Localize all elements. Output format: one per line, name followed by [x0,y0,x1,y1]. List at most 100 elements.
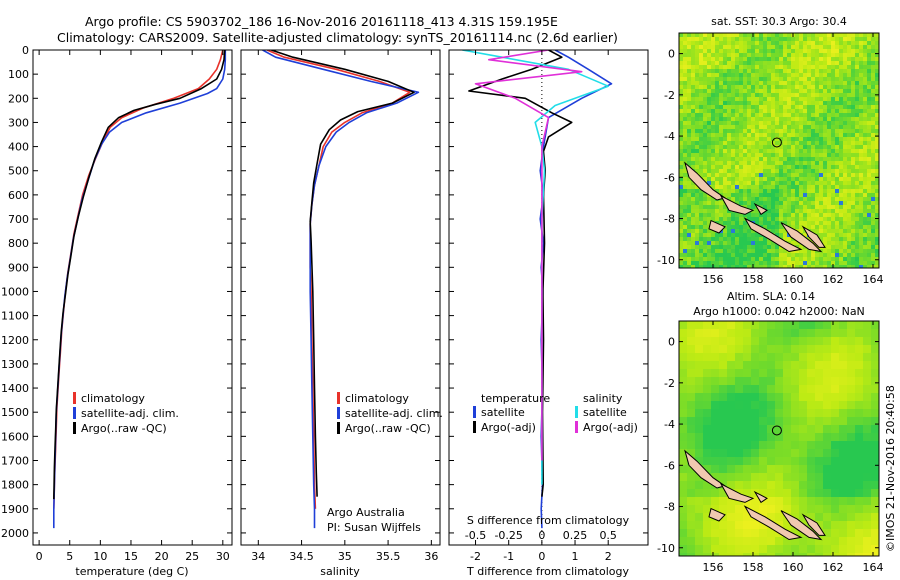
sla-grid-cell [711,545,720,554]
sst-grid-cell [775,217,780,222]
sst-grid-cell [871,157,876,162]
sst-grid-cell [803,193,808,198]
sst-grid-cell [743,229,748,234]
sst-grid-cell [723,189,728,194]
difference-legend-swatch [473,406,476,418]
sst-grid-cell [875,49,879,54]
sst-grid-cell [779,257,784,262]
sla-grid-cell [847,449,856,458]
sst-grid-cell [867,53,872,58]
sst-grid-cell [711,197,716,202]
sst-grid-cell [691,161,696,166]
sst-grid-cell [791,53,796,58]
sla-grid-cell [807,473,816,482]
sst-grid-cell [691,205,696,210]
sla-grid-cell [703,409,712,418]
sst-grid-cell [839,57,844,62]
sst-grid-cell [859,129,864,134]
sla-grid-cell [759,425,768,434]
sst-grid-cell [695,261,700,266]
s-difference-tick-label: 0 [538,529,545,542]
sst-grid-cell [687,181,692,186]
sst-grid-cell [787,185,792,190]
sst-grid-cell [731,169,736,174]
sst-grid-cell [827,189,832,194]
sla-grid-cell [807,361,816,370]
sst-grid-cell [807,177,812,182]
sla-grid-cell [863,353,872,362]
sst-grid-cell [847,225,852,230]
sst-grid-cell [875,201,879,206]
sla-grid-cell [711,505,720,514]
sst-grid-cell [771,93,776,98]
depth-tick-label: 900 [8,261,29,274]
sla-grid-cell [751,337,760,346]
sst-grid-cell [679,33,684,38]
sst-grid-cell [683,77,688,82]
salinity-x-tick-label: 35 [338,550,352,563]
sla-grid-cell [863,393,872,402]
temperature-panel-frame [32,49,233,546]
sst-grid-cell [843,233,848,238]
sst-grid-cell [691,145,696,150]
sst-grid-cell [723,97,728,102]
temperature-legend-swatch [73,422,76,434]
sst-grid-cell [747,41,752,46]
sst-grid-cell [799,49,804,54]
sst-grid-cell [731,137,736,142]
sst-grid-cell [855,141,860,146]
sla-grid-cell [831,353,840,362]
sst-grid-cell [707,113,712,118]
sst-grid-cell [831,133,836,138]
sla-grid-cell [687,321,696,330]
sla-grid-cell [695,329,704,338]
sst-grid-cell [835,117,840,122]
sst-grid-cell [831,69,836,74]
sst-grid-cell [867,205,872,210]
sst-grid-cell [683,153,688,158]
sla-grid-cell [831,417,840,426]
sst-grid-cell [871,201,876,206]
sst-grid-cell [679,157,684,162]
sst-grid-cell [855,45,860,50]
sst-grid-cell [707,161,712,166]
sst-grid-cell [751,181,756,186]
sst-grid-cell [799,201,804,206]
sst-grid-cell [775,177,780,182]
sst-grid-cell [719,137,724,142]
sst-grid-cell [815,265,820,268]
sst-grid-cell [815,181,820,186]
sst-grid-cell [727,141,732,146]
salinity-legend-label: satellite-adj. clim. [345,407,443,420]
sst-grid-cell [759,153,764,158]
salinity-series-0 [266,50,411,509]
sst-grid-cell [767,217,772,222]
sst-grid-cell [787,61,792,66]
sst-grid-cell [795,177,800,182]
sla-grid-cell [791,537,800,546]
sst-grid-cell [703,205,708,210]
sst-grid-cell [735,149,740,154]
sst-grid-cell [867,189,872,194]
sla-grid-cell [719,529,728,538]
sst-grid-cell [835,129,840,134]
sla-grid-cell [767,361,776,370]
sla-grid-cell [847,489,856,498]
sst-grid-cell [843,213,848,218]
sla-grid-cell [823,449,832,458]
sst-grid-cell [831,245,836,250]
sst-grid-cell [767,209,772,214]
sst-grid-cell [803,41,808,46]
sst-grid-cell [815,201,820,206]
sla-grid-cell [847,353,856,362]
sst-grid-cell [747,145,752,150]
sst-grid-cell [727,117,732,122]
sst-grid-cell [867,45,872,50]
sst-grid-cell [699,193,704,198]
sst-grid-cell [807,237,812,242]
sst-grid-cell [691,53,696,58]
sst-grid-cell [823,237,828,242]
sst-grid-cell [739,237,744,242]
sst-grid-cell [683,61,688,66]
sst-grid-cell [843,165,848,170]
